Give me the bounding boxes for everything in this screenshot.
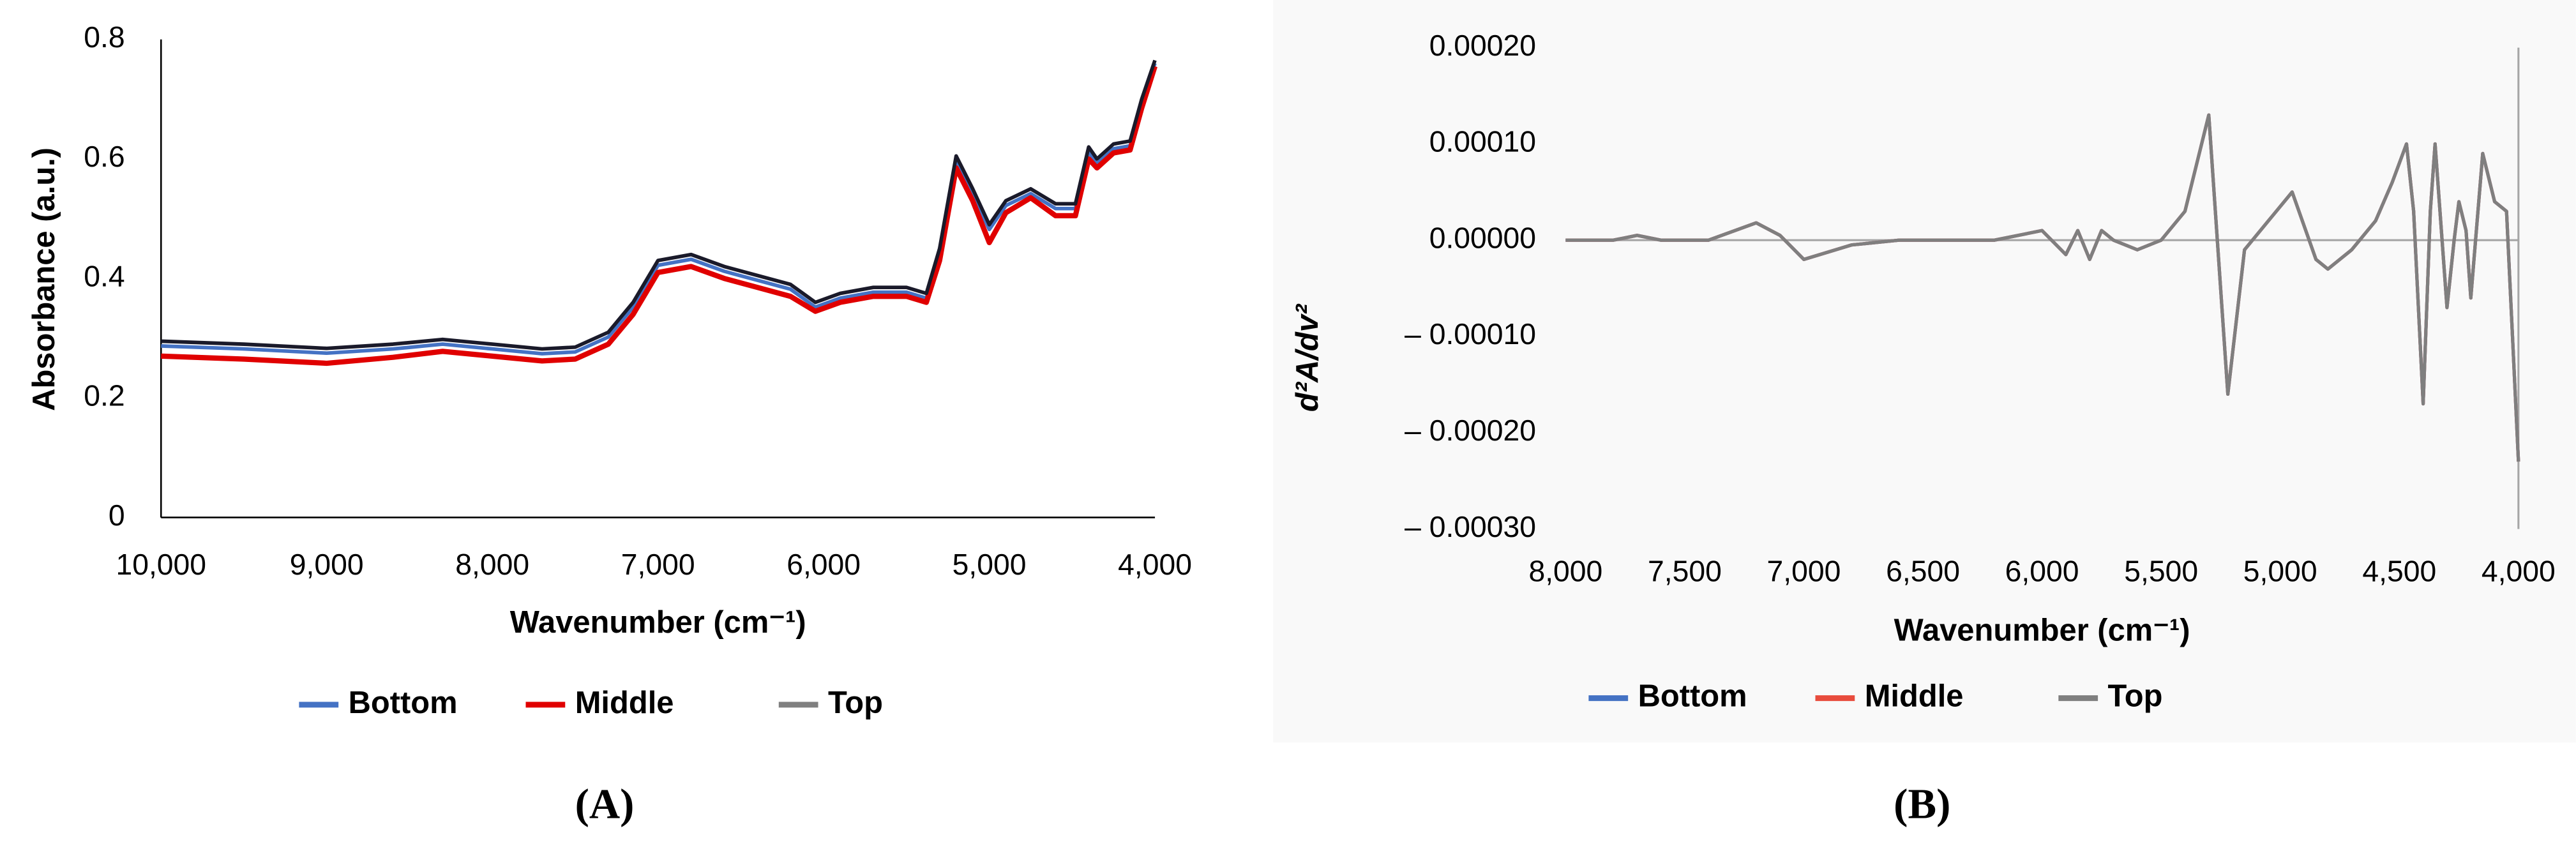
x-axis-title: Wavenumber (cm⁻¹): [510, 605, 806, 640]
y-tick-label: – 0.00010: [1405, 317, 1536, 350]
x-tick-label: 7,000: [621, 548, 695, 581]
legend-label: Bottom: [1638, 679, 1747, 714]
x-tick-label: 10,000: [116, 548, 206, 581]
x-tick-label: 5,500: [2124, 554, 2198, 587]
x-tick-label: 6,500: [1886, 554, 1960, 587]
panel-label: (A): [575, 780, 635, 827]
x-axis-title: Wavenumber (cm⁻¹): [1894, 613, 2190, 648]
panel-label: (B): [1894, 780, 1950, 827]
x-tick-label: 7,500: [1648, 554, 1722, 587]
legend-label: Top: [828, 686, 883, 720]
legend-label: Middle: [1865, 679, 1964, 714]
panel-background: [1273, 0, 2576, 743]
y-tick-label: 0.00010: [1429, 125, 1536, 158]
y-tick-label: – 0.00020: [1405, 414, 1536, 447]
x-tick-label: 6,000: [2005, 554, 2079, 587]
series-line: [1565, 113, 2520, 462]
y-tick-label: 0: [109, 499, 125, 532]
y-tick-label: 0.2: [84, 379, 124, 412]
y-tick-label: – 0.00030: [1405, 510, 1536, 543]
x-tick-label: 9,000: [290, 548, 364, 581]
x-tick-label: 5,000: [2243, 554, 2317, 587]
x-tick-label: 7,000: [1767, 554, 1841, 587]
x-tick-label: 8,000: [455, 548, 529, 581]
series-line: [161, 59, 1157, 351]
x-tick-label: 4,000: [1118, 548, 1192, 581]
legend-label: Bottom: [349, 686, 458, 720]
x-tick-label: 8,000: [1528, 554, 1602, 587]
series-line: [161, 65, 1157, 366]
y-axis-title: Absorbance (a.u.): [27, 147, 61, 411]
x-tick-label: 4,000: [2482, 554, 2556, 587]
legend-label: Top: [2108, 679, 2163, 714]
x-tick-label: 4,500: [2362, 554, 2436, 587]
y-tick-label: 0.00020: [1429, 29, 1536, 62]
y-tick-label: 0.8: [84, 20, 124, 54]
series-line: [161, 63, 1157, 356]
y-axis-title: d²A/dv²: [1290, 303, 1325, 412]
x-tick-label: 6,000: [787, 548, 861, 581]
legend-label: Middle: [575, 686, 674, 720]
y-tick-label: 0.4: [84, 259, 124, 292]
x-tick-label: 5,000: [953, 548, 1027, 581]
y-tick-label: 0.6: [84, 140, 124, 173]
y-tick-label: 0.00000: [1429, 221, 1536, 254]
